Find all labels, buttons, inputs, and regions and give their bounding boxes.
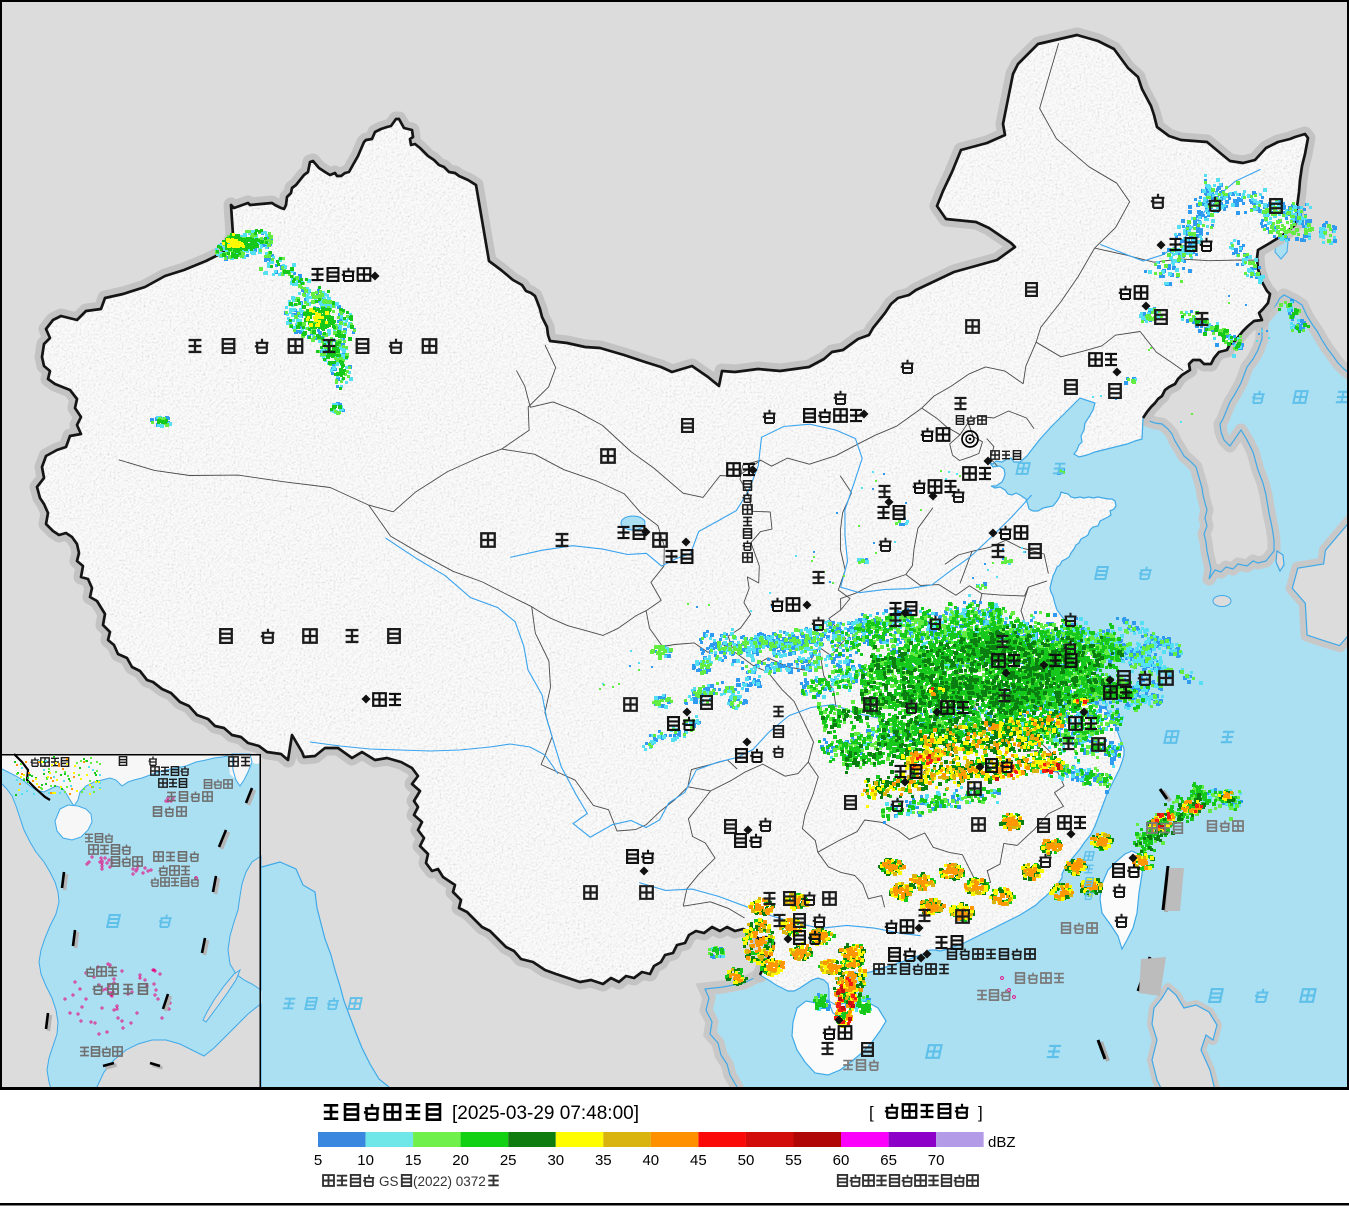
svg-text:20: 20 [452, 1152, 469, 1169]
svg-text:35: 35 [595, 1152, 612, 1169]
svg-text:45: 45 [690, 1152, 707, 1169]
svg-text:55: 55 [785, 1152, 802, 1169]
svg-text:40: 40 [642, 1152, 659, 1169]
svg-text:30: 30 [547, 1152, 564, 1169]
svg-text:25: 25 [500, 1152, 517, 1169]
svg-text:60: 60 [833, 1152, 850, 1169]
svg-text:[: [ [869, 1103, 874, 1122]
svg-text:50: 50 [738, 1152, 755, 1169]
svg-text:GS: GS [379, 1174, 399, 1189]
svg-text:15: 15 [405, 1152, 422, 1169]
svg-text:70: 70 [928, 1152, 945, 1169]
svg-text:[2025-03-29 07:48:00]: [2025-03-29 07:48:00] [452, 1103, 639, 1124]
svg-text:dBZ: dBZ [988, 1134, 1016, 1151]
svg-text:(2022) 0372: (2022) 0372 [413, 1174, 486, 1189]
svg-text:]: ] [978, 1103, 983, 1122]
svg-text:65: 65 [880, 1152, 897, 1169]
svg-text:10: 10 [357, 1152, 374, 1169]
svg-text:5: 5 [314, 1152, 322, 1169]
